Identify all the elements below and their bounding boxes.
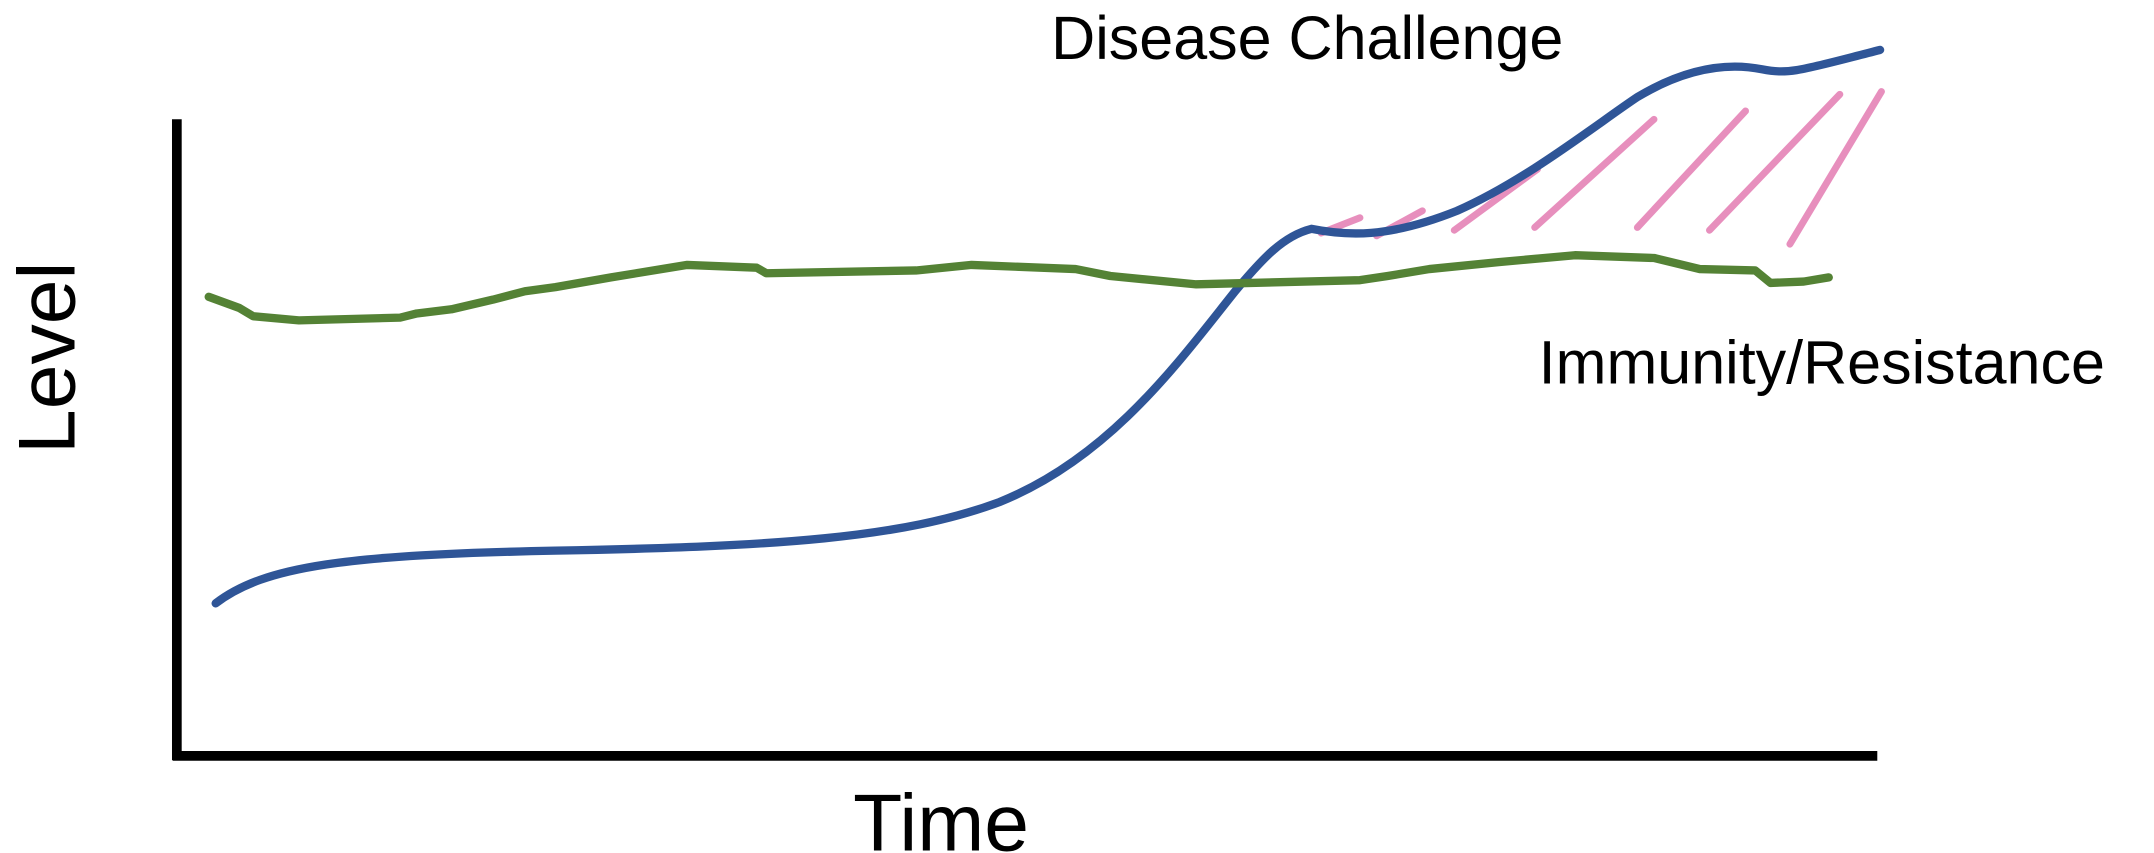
y-axis-label: Level	[3, 262, 93, 454]
immunity-line	[204, 251, 1833, 325]
x-axis-label: Time	[853, 779, 1029, 853]
immunity-label: Immunity/Resistance	[1539, 329, 2105, 397]
disease-challenge-line	[211, 45, 1885, 608]
disease-label: Disease Challenge	[1051, 4, 1563, 72]
hatching	[1317, 88, 1885, 248]
